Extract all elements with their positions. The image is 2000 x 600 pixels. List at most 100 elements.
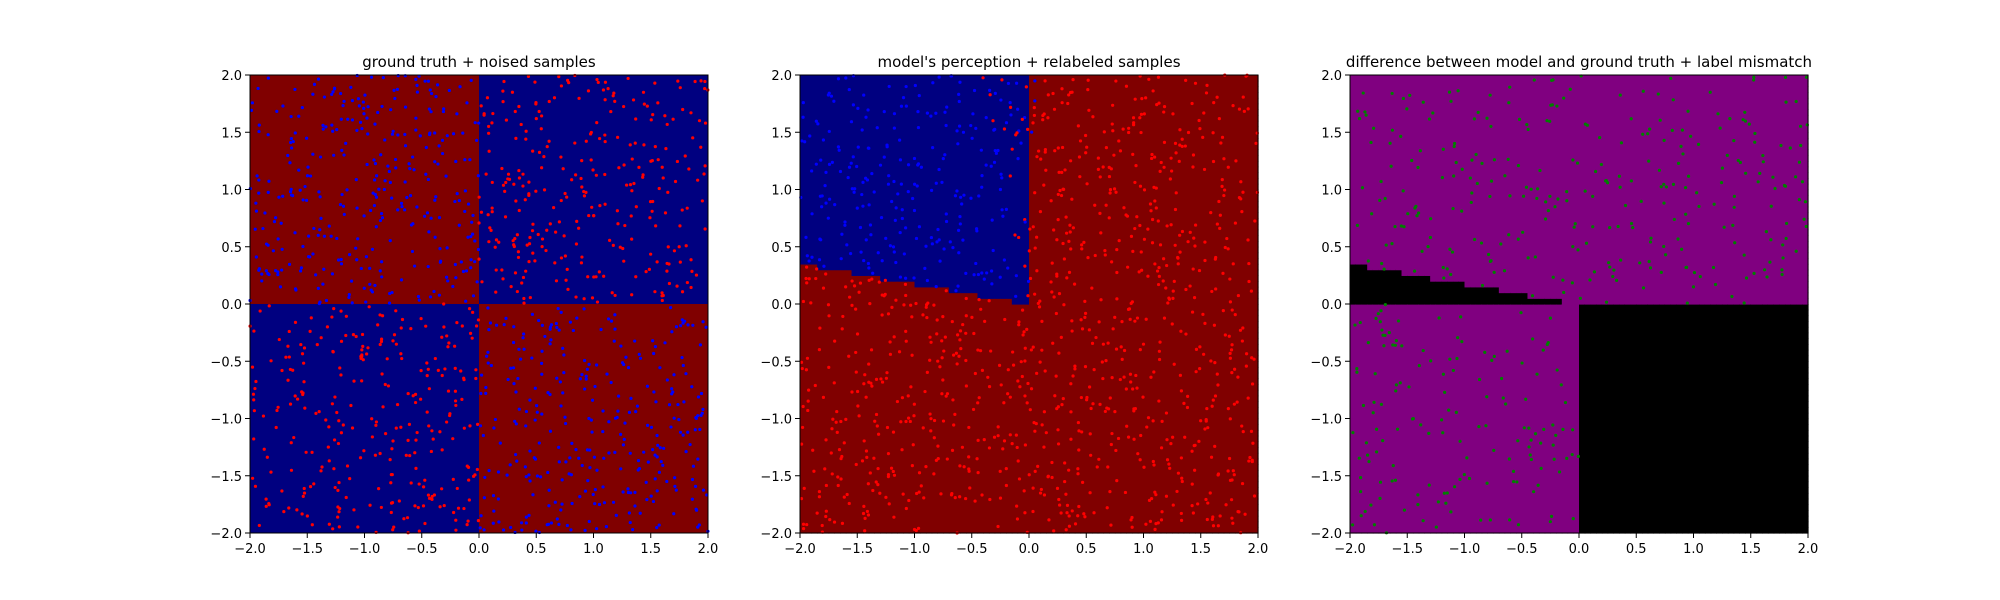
- heatmap-cell: [971, 521, 979, 528]
- heatmap-cell: [1011, 155, 1019, 162]
- heatmap-cell: [885, 235, 893, 242]
- heatmap-cell: [1011, 395, 1019, 402]
- heatmap-cell: [1017, 103, 1024, 110]
- heatmap-cell: [988, 166, 996, 173]
- sample-point: [428, 295, 433, 299]
- heatmap-cell: [1046, 298, 1053, 305]
- heatmap-cell: [1000, 349, 1007, 357]
- sample-point: [387, 169, 391, 174]
- heatmap-cell: [828, 132, 835, 139]
- heatmap-cell: [880, 452, 887, 460]
- heatmap-cell: [1034, 195, 1042, 202]
- sample-point: [479, 373, 484, 377]
- heatmap-cell: [925, 126, 933, 133]
- heatmap-cell: [840, 149, 847, 156]
- heatmap-cell: [1017, 212, 1024, 219]
- heatmap-cell: [903, 361, 910, 368]
- heatmap-cell: [983, 315, 990, 322]
- heatmap-cell: [862, 200, 870, 208]
- heatmap-cell: [954, 229, 961, 236]
- heatmap-cell: [811, 109, 818, 116]
- heatmap-cell: [857, 212, 864, 219]
- heatmap-cell: [840, 481, 847, 488]
- heatmap-cell: [1011, 378, 1019, 385]
- heatmap-cell: [1057, 132, 1064, 139]
- heatmap-cell: [1011, 475, 1019, 483]
- heatmap-cell: [805, 475, 813, 483]
- heatmap-cell: [840, 286, 847, 294]
- sample-point: [548, 429, 553, 433]
- sample-point: [423, 79, 427, 83]
- heatmap-cell: [977, 86, 984, 93]
- heatmap-cell: [994, 510, 1001, 517]
- sample-point: [375, 174, 379, 178]
- heatmap-cell: [937, 418, 944, 425]
- heatmap-cell: [857, 378, 864, 385]
- heatmap-cell: [960, 143, 967, 151]
- heatmap-cell: [920, 515, 927, 523]
- heatmap-cell: [1063, 241, 1070, 248]
- heatmap-cell: [960, 355, 967, 362]
- sample-point: [414, 438, 418, 442]
- heatmap-cell: [1000, 281, 1007, 288]
- heatmap-cell: [1000, 458, 1007, 465]
- heatmap-cell: [874, 355, 881, 362]
- heatmap-cell: [1040, 292, 1047, 299]
- heatmap-cell: [954, 355, 961, 362]
- heatmap-cell: [828, 366, 835, 374]
- heatmap-cell: [897, 441, 904, 448]
- heatmap-cell: [914, 481, 921, 488]
- sample-point: [489, 363, 493, 368]
- sample-point: [455, 486, 459, 491]
- heatmap-cell: [1000, 172, 1007, 179]
- heatmap-cell: [1006, 263, 1013, 271]
- heatmap-cell: [800, 149, 807, 156]
- heatmap-cell: [840, 223, 847, 231]
- heatmap-cell: [800, 166, 807, 173]
- sample-point: [329, 234, 333, 238]
- heatmap-cell: [857, 515, 864, 523]
- sample-point: [559, 256, 564, 260]
- heatmap-cell: [868, 361, 876, 368]
- heatmap-cell: [931, 166, 938, 173]
- sample-point: [359, 356, 363, 360]
- heatmap-cell: [811, 378, 818, 385]
- heatmap-cell: [817, 470, 824, 477]
- heatmap-cell: [880, 458, 887, 465]
- heatmap-cell: [1040, 315, 1047, 322]
- heatmap-cell: [908, 515, 916, 523]
- heatmap-cell: [828, 263, 835, 271]
- heatmap-cell: [828, 235, 835, 242]
- heatmap-cell: [960, 292, 967, 299]
- heatmap-cell: [805, 103, 813, 110]
- sample-point: [395, 87, 400, 91]
- heatmap-cell: [920, 206, 927, 213]
- heatmap-cell: [800, 332, 807, 339]
- sample-point: [479, 210, 484, 214]
- heatmap-cell: [805, 75, 813, 82]
- sample-point: [521, 275, 526, 280]
- heatmap-cell: [1034, 338, 1042, 345]
- heatmap-cell: [880, 206, 887, 213]
- heatmap-cell: [920, 372, 927, 380]
- heatmap-cell: [874, 286, 881, 294]
- sample-point: [625, 183, 629, 187]
- sample-point: [437, 293, 442, 297]
- heatmap-cell: [931, 258, 938, 265]
- heatmap-cell: [1046, 304, 1053, 311]
- heatmap-cell: [1000, 189, 1007, 196]
- heatmap-cell: [1011, 92, 1019, 99]
- heatmap-cell: [925, 252, 933, 259]
- sample-point: [542, 188, 547, 192]
- heatmap-cell: [977, 149, 984, 156]
- sample-point: [593, 502, 597, 506]
- heatmap-cell: [903, 97, 910, 105]
- heatmap-cell: [1063, 389, 1070, 397]
- heatmap-cell: [1029, 246, 1036, 254]
- heatmap-cell: [1000, 395, 1007, 402]
- heatmap-cell: [1057, 332, 1064, 339]
- sample-point: [316, 77, 321, 81]
- heatmap-cell: [828, 143, 835, 151]
- heatmap-cell: [914, 498, 921, 505]
- heatmap-cell: [1057, 275, 1064, 282]
